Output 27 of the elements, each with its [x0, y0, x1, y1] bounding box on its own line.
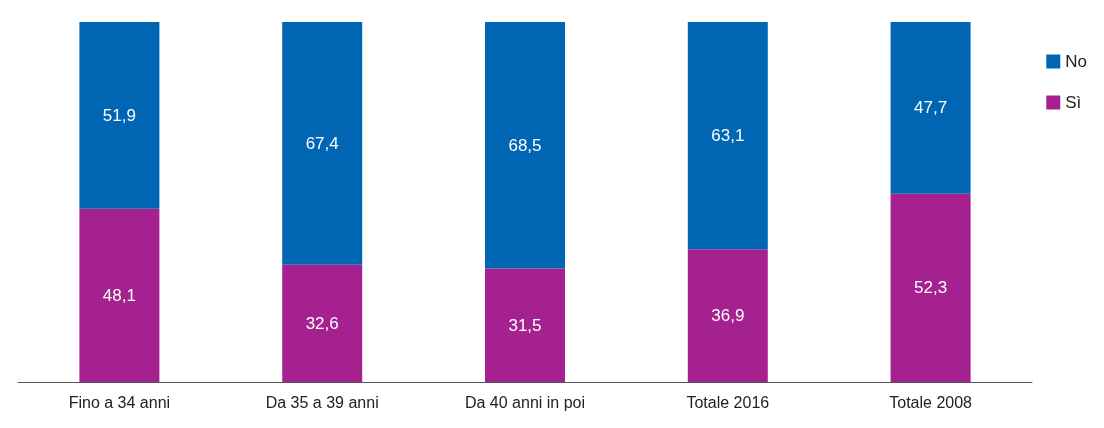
- bar: [890, 193, 971, 382]
- data-label: 51,9: [102, 105, 136, 125]
- bar: [890, 22, 971, 194]
- data-label: 31,5: [508, 315, 542, 335]
- data-label: 68,5: [508, 135, 542, 155]
- bar: [282, 264, 363, 382]
- bar: [79, 208, 160, 382]
- bar: [79, 22, 160, 209]
- bar: [282, 22, 363, 265]
- x-tick-label: Totale 2008: [889, 393, 973, 411]
- data-label: 32,6: [305, 313, 339, 333]
- legend-label: No: [1065, 52, 1087, 71]
- data-label: 48,1: [102, 285, 136, 305]
- data-label: 47,7: [914, 98, 948, 118]
- data-label: 36,9: [711, 306, 745, 326]
- data-label: 63,1: [711, 126, 745, 146]
- bar: [485, 22, 565, 269]
- data-label: 67,4: [305, 133, 339, 153]
- bar: [687, 249, 768, 382]
- x-tick-label: Da 35 a 39 anni: [265, 393, 379, 411]
- x-tick-label: Fino a 34 anni: [68, 393, 171, 411]
- data-label: 52,3: [914, 278, 948, 298]
- legend-label: Sì: [1065, 93, 1082, 112]
- bar: [485, 268, 565, 382]
- x-tick-label: Da 40 anni in poi: [464, 393, 586, 411]
- bar: [687, 22, 768, 250]
- x-tick-label: Totale 2016: [686, 393, 770, 411]
